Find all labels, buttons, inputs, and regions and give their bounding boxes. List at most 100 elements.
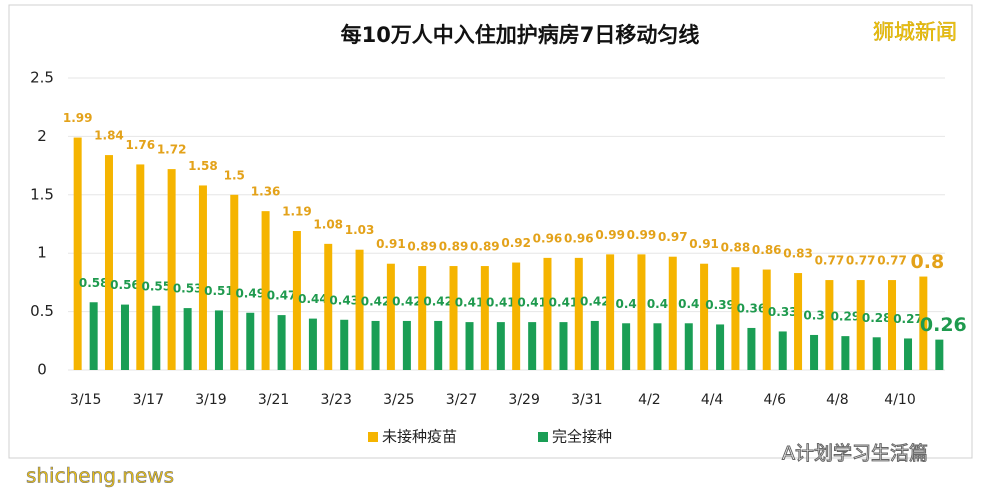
value-label: 0.42	[361, 294, 391, 308]
value-label: 0.4	[647, 297, 668, 311]
x-tick-label: 4/2	[638, 392, 661, 408]
bar	[152, 305, 161, 370]
value-label: 0.88	[721, 241, 751, 255]
bar	[841, 336, 850, 370]
bar	[324, 243, 333, 370]
legend-label: 未接种疫苗	[382, 428, 457, 446]
value-label: 0.91	[689, 237, 719, 251]
x-tick-label: 3/19	[195, 392, 226, 408]
bar	[183, 308, 192, 370]
bar	[700, 263, 709, 370]
bar	[308, 318, 317, 370]
chart-title: 每10万人中入住加护病房7日移动匀线	[341, 23, 700, 47]
value-label: 0.42	[392, 294, 422, 308]
bar	[904, 338, 913, 370]
value-label: 1.5	[224, 168, 245, 182]
value-label: 0.44	[298, 292, 328, 306]
y-tick-label: 2.5	[30, 69, 54, 87]
x-tick-label: 4/10	[884, 392, 915, 408]
bar	[543, 257, 552, 370]
value-label: 1.72	[157, 143, 187, 157]
value-label: 0.55	[141, 279, 171, 293]
value-label: 0.8	[911, 251, 945, 273]
bar	[778, 331, 787, 370]
chart-frame	[8, 4, 973, 459]
bar	[668, 256, 677, 370]
y-tick-label: 0	[37, 361, 47, 379]
x-tick-label: 3/23	[321, 392, 352, 408]
value-label: 1.08	[313, 217, 343, 231]
watermark: shicheng.news	[26, 464, 174, 488]
y-tick-label: 0.5	[30, 302, 54, 320]
x-tick-label: 4/8	[826, 392, 849, 408]
value-label: 1.99	[63, 111, 93, 125]
bar	[167, 169, 176, 370]
value-label: 0.77	[815, 254, 845, 268]
bar	[371, 320, 380, 370]
y-tick-label: 1.5	[30, 185, 54, 203]
value-label: 0.42	[580, 294, 610, 308]
bar	[402, 320, 411, 370]
watermark: A计划学习生活篇	[782, 443, 928, 465]
bar	[747, 327, 756, 370]
x-tick-label: 3/21	[258, 392, 289, 408]
value-label: 0.91	[376, 237, 406, 251]
value-label: 0.36	[737, 301, 767, 315]
value-label: 0.39	[705, 298, 735, 312]
bar	[261, 211, 270, 370]
value-label: 1.03	[345, 223, 375, 237]
value-label: 0.41	[517, 296, 547, 310]
bar	[355, 249, 364, 370]
value-label: 0.89	[407, 240, 437, 254]
value-label: 0.99	[595, 228, 625, 242]
legend-swatch	[368, 432, 378, 442]
x-tick-label: 3/31	[571, 392, 602, 408]
value-label: 0.96	[564, 231, 594, 245]
bar	[856, 280, 865, 370]
bar	[120, 304, 129, 370]
watermark: 狮城新闻	[873, 20, 957, 44]
value-label: 0.29	[831, 310, 861, 324]
bar	[559, 322, 568, 370]
legend-label: 完全接种	[552, 428, 612, 446]
value-label: 0.97	[658, 230, 688, 244]
bar	[230, 194, 239, 370]
value-label: 0.89	[439, 240, 469, 254]
bar	[825, 280, 834, 370]
bar	[888, 280, 897, 370]
value-label: 1.19	[282, 205, 312, 219]
bar	[637, 254, 646, 370]
value-label: 0.3	[803, 308, 824, 322]
value-label: 0.41	[549, 296, 579, 310]
value-label: 0.43	[329, 293, 359, 307]
legend-swatch	[538, 432, 548, 442]
value-label: 1.36	[251, 185, 281, 199]
value-label: 0.41	[455, 296, 485, 310]
value-label: 0.89	[470, 240, 500, 254]
value-label: 0.92	[501, 236, 531, 250]
value-label: 0.77	[846, 254, 876, 268]
bar	[292, 231, 301, 370]
bar	[590, 320, 599, 370]
value-label: 0.4	[678, 297, 699, 311]
x-tick-label: 3/17	[133, 392, 164, 408]
value-label: 0.77	[877, 254, 907, 268]
x-tick-label: 3/25	[383, 392, 414, 408]
bar	[653, 323, 662, 370]
value-label: 0.86	[752, 243, 782, 257]
bar	[89, 302, 98, 370]
value-label: 0.58	[79, 276, 109, 290]
bar	[198, 185, 207, 370]
value-label: 0.53	[173, 282, 203, 296]
value-label: 0.47	[267, 289, 297, 303]
value-label: 0.56	[110, 278, 140, 292]
x-tick-label: 4/6	[763, 392, 786, 408]
bar	[418, 266, 427, 370]
bar	[574, 257, 583, 370]
y-tick-label: 2	[37, 127, 47, 145]
value-label: 0.27	[893, 312, 923, 326]
bar	[340, 319, 349, 370]
bar	[935, 339, 944, 370]
bar	[622, 323, 631, 370]
bar	[528, 322, 537, 370]
